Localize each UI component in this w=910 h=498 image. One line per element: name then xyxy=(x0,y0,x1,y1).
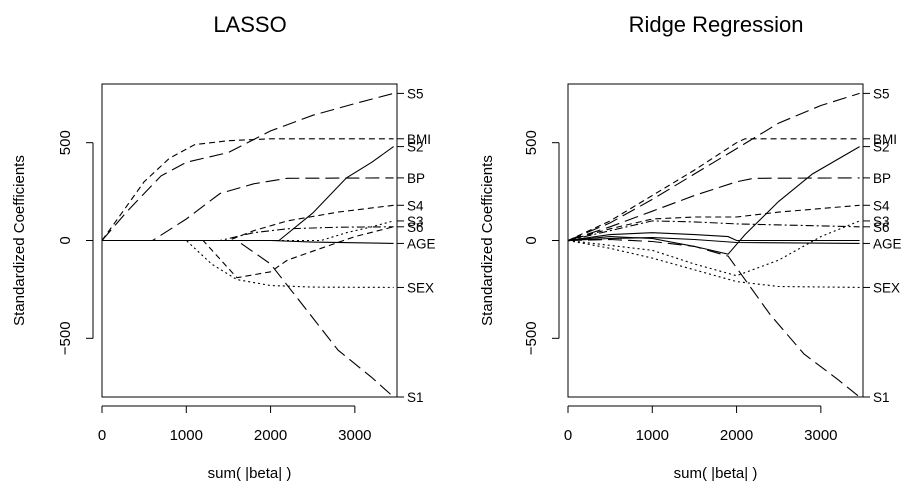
panel2-series-label-age: AGE xyxy=(873,236,902,251)
panel1-series-line-s1 xyxy=(102,239,394,398)
panel1-y-tick-label: 0 xyxy=(57,236,74,244)
panel1-series-line-bp xyxy=(102,177,394,242)
panel1-series-label-sex: SEX xyxy=(407,280,434,295)
panel2-series-label-s6: S6 xyxy=(873,220,890,235)
panel2-series-label-s5: S5 xyxy=(873,86,890,101)
panel2-x-tick-label: 0 xyxy=(564,427,572,444)
panel2-series-label-s1: S1 xyxy=(873,390,890,405)
panel1-series-line-s4 xyxy=(102,204,394,242)
panel1-series-label-s5: S5 xyxy=(407,86,424,101)
panel1-series-label-s6: S6 xyxy=(407,220,424,235)
panel2-series-label-bp: BP xyxy=(873,171,891,186)
panel1-x-axis-label: sum( |beta| ) xyxy=(208,465,292,482)
panel2-series-line-sex xyxy=(567,239,860,288)
panel1-series-line-s5 xyxy=(101,92,394,241)
panel2-x-tick-label: 2000 xyxy=(720,427,753,444)
panel2-y-tick-label: 500 xyxy=(523,130,540,155)
panel1-y-axis-label: Standardized Coefficients xyxy=(11,155,28,326)
panel2-series-line-s1 xyxy=(567,238,860,398)
panel2-series-line-s6 xyxy=(567,220,860,242)
panel1-x-tick-label: 2000 xyxy=(254,427,287,444)
panel1-series-label-s4: S4 xyxy=(407,198,424,213)
panel1-x-tick-label: 0 xyxy=(98,427,106,444)
panel1-x-tick-label: 1000 xyxy=(170,427,203,444)
panel1-series-label-bmi: BMI xyxy=(407,132,431,147)
panel1-chart-title: LASSO xyxy=(213,12,286,37)
panel1-series-label-s3: S3 xyxy=(407,214,424,229)
panel1-series-label-s1: S1 xyxy=(407,390,424,405)
panel2-x-tick-label: 3000 xyxy=(804,427,837,444)
panel2-x-tick-label: 1000 xyxy=(636,427,669,444)
panel2-series-line-age xyxy=(567,237,860,244)
panel1-series-line-bmi xyxy=(101,138,394,241)
panel2-series-line-bmi xyxy=(567,138,860,241)
panel2-series-line-bp xyxy=(567,177,860,242)
panel1-series-label-s2: S2 xyxy=(407,140,424,155)
panel2-series-line-unlabeled-10 xyxy=(567,232,860,242)
panel2-series-label-bmi: BMI xyxy=(873,132,897,147)
panel1-series-line-unlabeled-10 xyxy=(102,226,394,279)
panel1-x-tick-label: 3000 xyxy=(338,427,371,444)
panel1-series-line-s2 xyxy=(102,146,394,242)
panel2-series-line-s3 xyxy=(567,220,860,277)
panel2-x-axis-label: sum( |beta| ) xyxy=(674,465,758,482)
panel2-chart-title: Ridge Regression xyxy=(629,12,804,37)
panel2-series-label-s4: S4 xyxy=(873,198,890,213)
panel1-series-line-s3 xyxy=(102,220,394,242)
panel1-y-tick-label: 500 xyxy=(57,130,74,155)
panel2-series-label-sex: SEX xyxy=(873,280,900,295)
panel1-series-label-bp: BP xyxy=(407,171,425,186)
panel2-y-tick-label: −500 xyxy=(523,321,540,355)
panel2-y-tick-label: 0 xyxy=(523,236,540,244)
panel2-y-axis-label: Standardized Coefficients xyxy=(479,155,496,326)
panel2-series-line-s5 xyxy=(567,92,860,242)
panel2-series-line-s4 xyxy=(567,204,860,242)
panel1-y-tick-label: −500 xyxy=(57,321,74,355)
panel2-series-label-s2: S2 xyxy=(873,140,890,155)
panel2-series-label-s3: S3 xyxy=(873,214,890,229)
panel2-series-line-s2 xyxy=(567,146,860,255)
panel1-series-label-age: AGE xyxy=(407,236,436,251)
